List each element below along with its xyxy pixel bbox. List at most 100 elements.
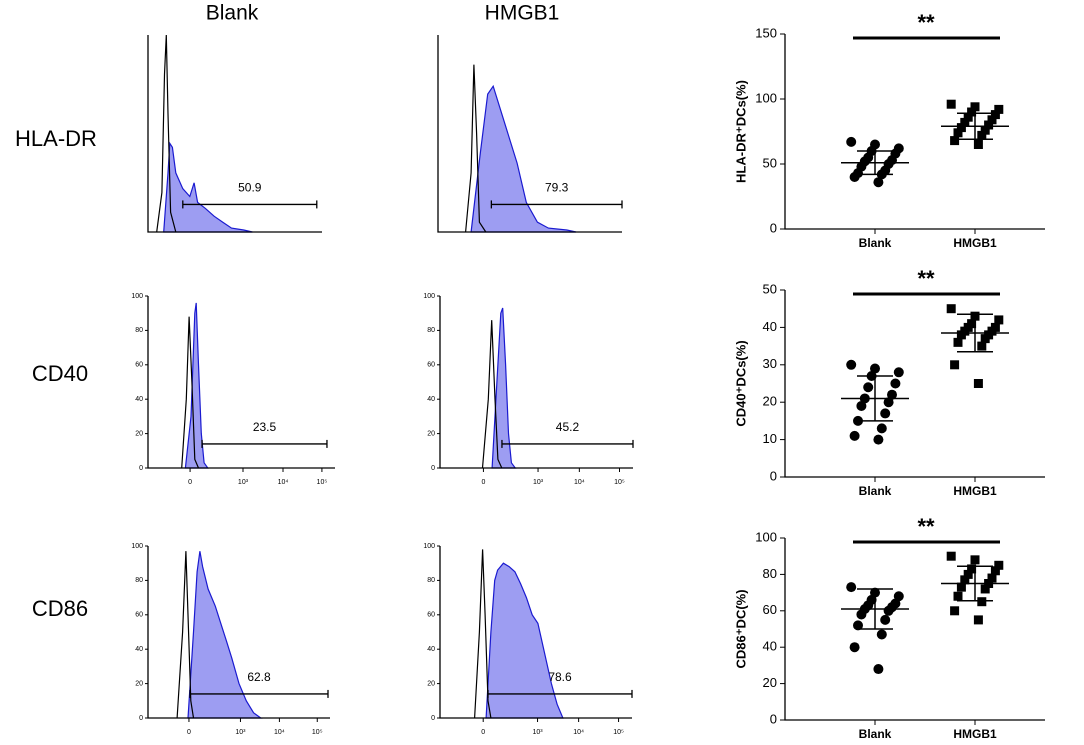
point: [977, 597, 987, 607]
x-tick-label: 10⁵: [613, 729, 624, 736]
y-tick-label: 20: [135, 680, 143, 687]
y-tick-label: 60: [135, 612, 143, 619]
y-tick-label: 20: [135, 430, 143, 437]
x-tick-label: 10⁵: [614, 479, 625, 486]
histogram-curve: [181, 316, 200, 469]
y-tick-label: 100: [131, 293, 143, 300]
y-tick-label: 80: [427, 577, 435, 584]
row-label: HLA-DR: [15, 126, 97, 151]
x-tick-label: 10⁵: [312, 729, 323, 736]
point: [876, 423, 887, 434]
error-bar: [857, 375, 893, 422]
significance-label: **: [917, 514, 935, 539]
point: [873, 434, 884, 445]
gate: [490, 200, 623, 209]
point: [980, 125, 990, 135]
y-tick-label: 50: [763, 281, 777, 296]
x-tick-label: 0: [187, 729, 191, 736]
point: [880, 614, 891, 625]
point: [849, 172, 860, 182]
point: [849, 642, 860, 653]
gate: [501, 439, 634, 448]
point: [984, 120, 994, 130]
y-tick-label: 60: [427, 362, 435, 369]
point: [846, 359, 857, 370]
y-tick-label: 20: [427, 430, 435, 437]
point: [994, 104, 1004, 114]
column-title: HMGB1: [485, 2, 560, 25]
y-tick-label: 0: [431, 715, 435, 722]
histogram-curve: [176, 551, 195, 719]
gate-label: 62.8: [247, 670, 271, 684]
y-tick-label: 0: [139, 465, 143, 472]
point: [973, 140, 983, 149]
x-tick-label: 0: [481, 729, 485, 736]
x-tick-label: 10⁴: [573, 729, 584, 736]
histogram-curve: [474, 549, 492, 719]
x-tick-label: Blank: [859, 484, 892, 498]
point: [960, 575, 970, 585]
error-bar: [857, 150, 893, 176]
point: [956, 330, 966, 340]
point: [876, 629, 887, 640]
y-tick-label: 40: [763, 639, 777, 654]
point: [883, 397, 894, 408]
y-axis-label: CD40⁺DCs(%): [733, 340, 748, 426]
y-tick-label: 0: [770, 468, 777, 483]
y-tick-label: 20: [427, 680, 435, 687]
gate: [189, 689, 329, 698]
axis: [147, 296, 335, 469]
y-tick-label: 80: [135, 327, 143, 334]
point: [963, 112, 973, 122]
point: [970, 102, 980, 112]
point: [977, 130, 987, 140]
axis: [439, 296, 633, 469]
x-tick-label: 10³: [238, 479, 249, 486]
gate-label: 23.5: [253, 420, 277, 434]
point: [973, 379, 983, 388]
error-bar: [957, 112, 993, 141]
y-tick-label: 80: [427, 327, 435, 334]
error-bar: [957, 565, 993, 602]
histogram-curve: [163, 141, 253, 233]
y-tick-label: 150: [755, 25, 777, 40]
point: [960, 117, 970, 127]
gate-label: 79.3: [545, 181, 569, 195]
x-tick-label: 10³: [235, 729, 246, 736]
point: [953, 128, 963, 138]
point: [853, 620, 863, 631]
point: [953, 337, 963, 347]
point: [990, 110, 1000, 120]
point: [873, 664, 884, 675]
point: [863, 382, 874, 393]
y-tick-label: 0: [770, 711, 777, 726]
y-tick-label: 50: [763, 155, 777, 170]
point: [880, 408, 891, 419]
axis: [784, 34, 1045, 230]
y-tick-label: 20: [763, 394, 777, 409]
point: [846, 136, 857, 147]
point: [950, 360, 960, 370]
point: [887, 389, 897, 400]
x-tick-label: HMGB1: [953, 727, 997, 741]
gate-label: 50.9: [238, 181, 262, 195]
x-tick-label: 10⁵: [317, 479, 328, 486]
row-label: CD86: [32, 596, 88, 621]
axis: [147, 35, 322, 233]
point: [849, 430, 860, 441]
x-tick-label: Blank: [859, 727, 892, 741]
x-tick-label: HMGB1: [953, 484, 997, 498]
significance-label: **: [917, 10, 935, 35]
histogram-curve: [491, 307, 517, 469]
y-tick-label: 40: [427, 646, 435, 653]
y-tick-label: 30: [763, 356, 777, 371]
error-bar: [857, 588, 893, 630]
x-tick-label: HMGB1: [953, 236, 997, 250]
point: [990, 566, 1000, 576]
x-tick-label: Blank: [859, 236, 892, 250]
point: [883, 605, 894, 616]
point: [963, 569, 973, 579]
point: [956, 123, 966, 133]
y-tick-label: 40: [763, 319, 777, 334]
